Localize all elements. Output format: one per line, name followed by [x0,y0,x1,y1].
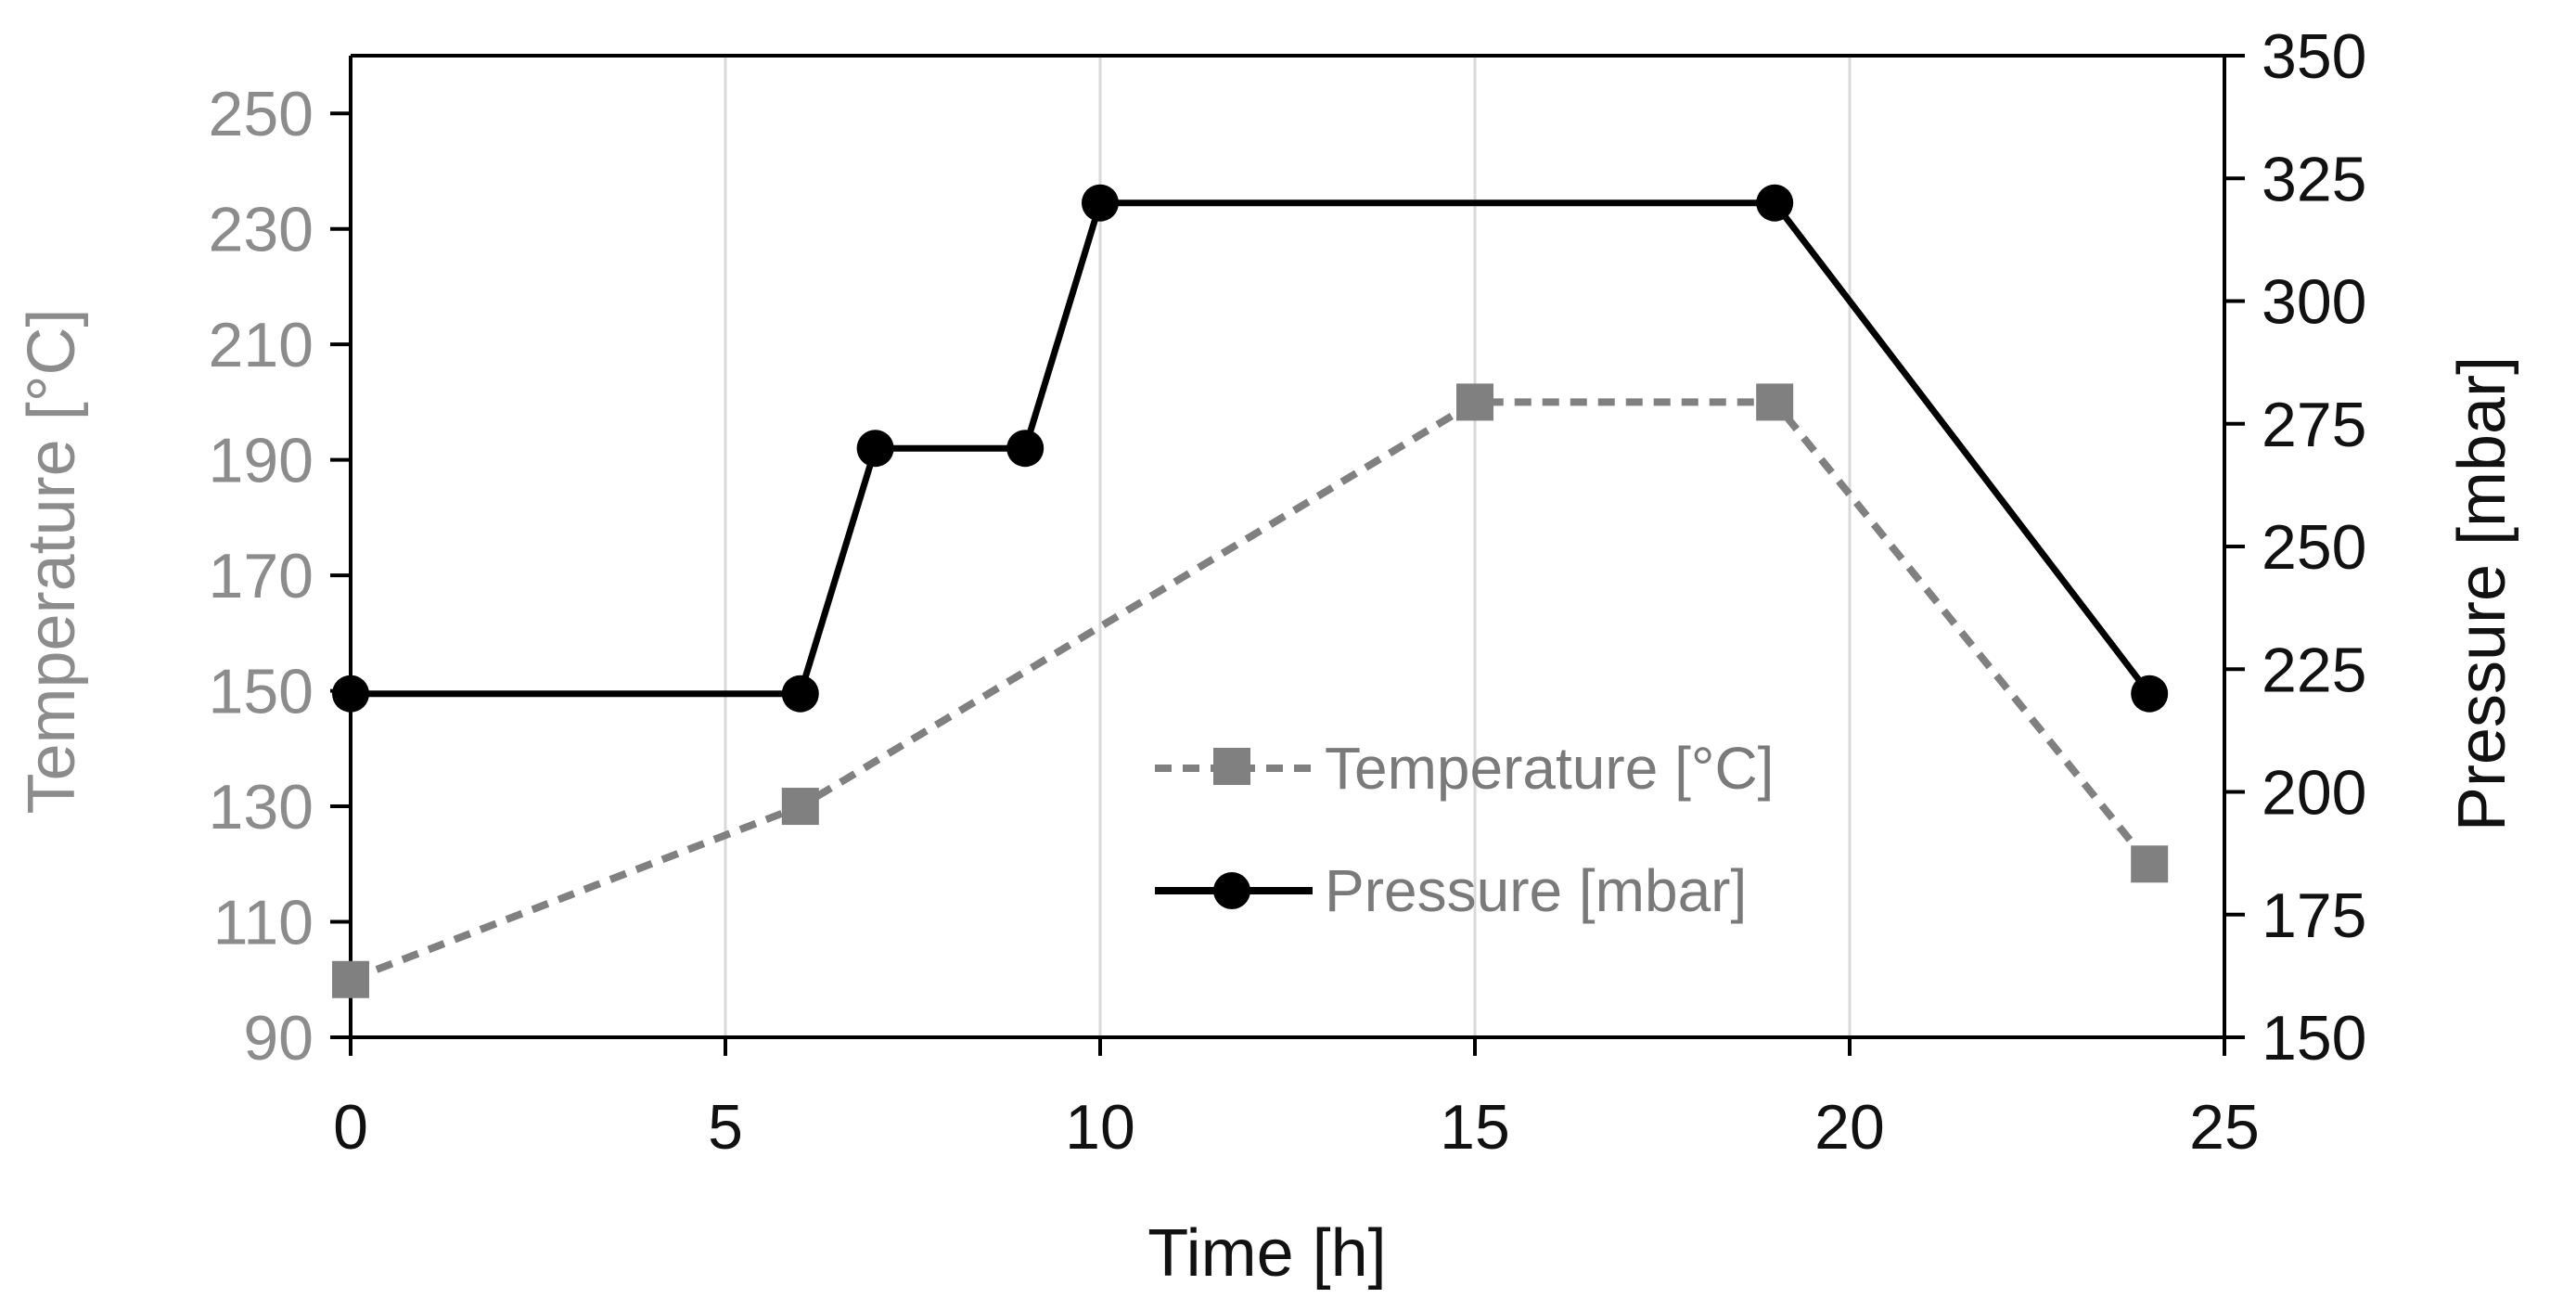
y-right-tick-label-200: 200 [2262,758,2366,829]
y-left-tick-label-190: 190 [209,426,314,496]
x-tick-label-20: 20 [1814,1092,1885,1163]
pressure-point-5 [1756,184,1794,222]
pressure-point-2 [856,430,894,468]
temperature-point-1 [781,788,819,826]
x-tick-label-10: 10 [1065,1092,1135,1163]
y-left-tick-label-130: 130 [209,772,314,842]
y-left-tick-label-110: 110 [213,888,314,958]
y-left-tick-label-150: 150 [209,657,314,727]
y-right-tick-label-325: 325 [2262,144,2366,214]
legend: Temperature [°C] Pressure [mbar] [1155,735,1774,924]
y-left-tick-label-210: 210 [209,310,314,380]
pressure-point-0 [332,675,369,713]
pressure-point-4 [1082,184,1119,222]
temperature-point-2 [1456,383,1493,421]
legend-pressure-label: Pressure [mbar] [1325,857,1747,924]
y-right-tick-label-275: 275 [2262,390,2366,460]
y-right-tick-label-225: 225 [2262,635,2366,705]
temperature-point-3 [1756,383,1794,421]
pressure-point-3 [1006,430,1044,468]
x-tick-label-15: 15 [1440,1092,1510,1163]
pressure-point-6 [2131,675,2169,713]
axes [330,54,2245,1056]
x-tick-label-0: 0 [333,1092,368,1163]
x-tick-label-25: 25 [2189,1092,2260,1163]
legend-temperature-marker [1213,748,1250,785]
y-left-tick-label-230: 230 [209,195,314,265]
y-axis-left-title: Temperature [°C] [15,309,89,815]
y-right-tick-label-150: 150 [2262,1003,2366,1073]
legend-pressure-marker [1213,872,1250,909]
legend-temperature-label: Temperature [°C] [1325,735,1774,802]
y-right-tick-label-250: 250 [2262,512,2366,583]
temperature-point-0 [332,960,369,998]
y-left-tick-label-250: 250 [209,79,314,149]
x-axis-title: Time [h] [1147,1216,1386,1291]
series-layer [332,184,2169,998]
temperature-point-4 [2131,845,2169,883]
y-left-tick-label-90: 90 [243,1003,314,1073]
tick-labels: 9011013015017019021023025015017520022525… [209,21,2367,1163]
y-right-tick-label-175: 175 [2262,880,2366,951]
y-left-tick-label-170: 170 [209,541,314,611]
x-tick-label-5: 5 [708,1092,743,1163]
pressure-point-1 [781,675,819,713]
y-axis-right-title: Pressure [mbar] [2445,356,2519,831]
y-right-tick-label-350: 350 [2262,21,2366,92]
y-right-tick-label-300: 300 [2262,267,2366,338]
